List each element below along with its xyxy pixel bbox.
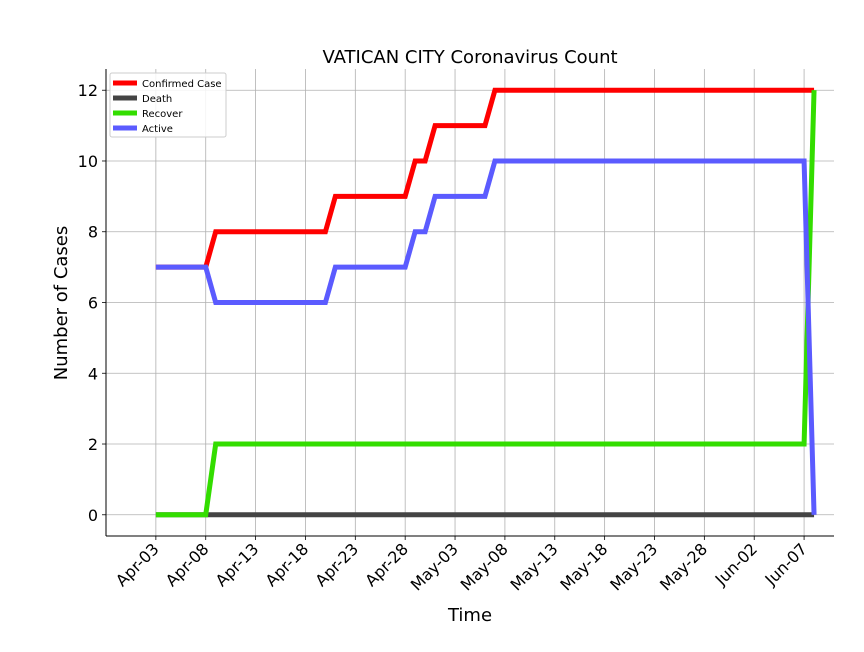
x-tick-label: Apr-28 — [361, 539, 412, 590]
legend-label: Confirmed Case — [142, 79, 222, 90]
chart-title: VATICAN CITY Coronavirus Count — [322, 47, 617, 68]
legend-label: Recover — [142, 109, 183, 120]
series-line-confirmed-case — [155, 87, 815, 270]
legend-label: Active — [142, 124, 173, 135]
y-tick-label: 0 — [88, 506, 98, 525]
y-axis-label: Number of Cases — [51, 226, 72, 381]
x-tick-label: May-08 — [457, 539, 512, 594]
x-tick-label: Apr-23 — [311, 539, 362, 590]
x-tick-label: May-13 — [506, 539, 561, 594]
y-tick-label: 4 — [88, 364, 98, 383]
legend-box — [109, 72, 227, 138]
legend-label: Death — [142, 94, 172, 105]
x-tick-label: May-18 — [556, 539, 611, 594]
series-layer — [155, 87, 817, 518]
y-tick-label: 6 — [88, 294, 98, 313]
x-tick-label: May-28 — [656, 539, 711, 594]
x-tick-label: Apr-08 — [162, 539, 213, 590]
series-line-recover — [155, 90, 817, 518]
x-tick-label: Jun-07 — [761, 539, 811, 589]
x-axis-label: Time — [447, 605, 492, 626]
axes — [102, 69, 834, 540]
x-tick-label: May-23 — [606, 539, 661, 594]
x-tick-label: Apr-03 — [112, 539, 163, 590]
series-line-active — [155, 158, 817, 515]
x-tick-label: Apr-13 — [212, 539, 263, 590]
y-tick-label: 10 — [78, 152, 98, 171]
y-tick-label: 2 — [88, 435, 98, 454]
x-tick-label: Apr-18 — [262, 539, 313, 590]
y-tick-label: 12 — [78, 81, 98, 100]
tick-labels: Apr-03 Apr-08 Apr-13 Apr-18 Apr-23 Apr-28May-… — [78, 81, 811, 594]
legend: Confirmed Case Death Recover Active — [109, 72, 227, 138]
x-tick-label: May-03 — [407, 539, 462, 594]
x-tick-label: Jun-02 — [711, 539, 761, 589]
y-tick-label: 8 — [88, 223, 98, 242]
